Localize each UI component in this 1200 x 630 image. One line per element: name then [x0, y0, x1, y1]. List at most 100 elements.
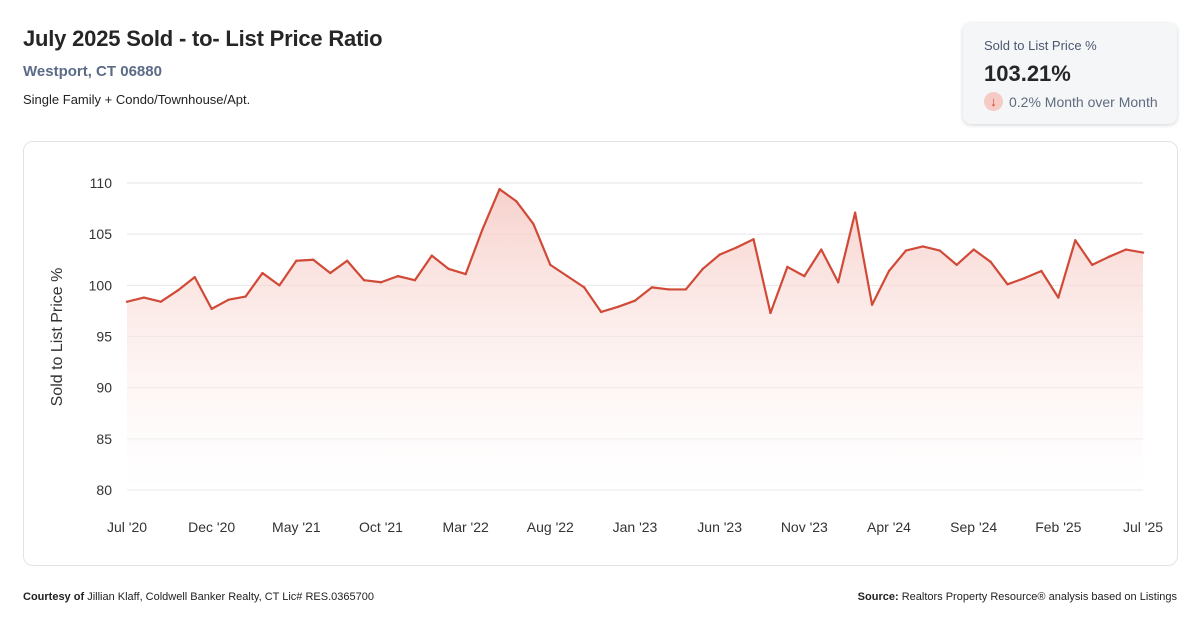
y-tick-label: 90	[96, 380, 112, 396]
data-point	[667, 288, 671, 291]
data-point	[481, 227, 484, 231]
x-tick-label: Mar '22	[443, 519, 489, 535]
data-point	[633, 299, 637, 302]
y-tick-label: 85	[96, 431, 112, 447]
data-point	[701, 267, 704, 271]
data-point	[684, 288, 687, 291]
data-point	[1023, 276, 1026, 280]
y-tick-labels: 80 85 90 95 100 105 110	[89, 175, 113, 498]
page-title: July 2025 Sold - to- List Price Ratio	[23, 26, 383, 51]
courtesy-prefix: Courtesy of	[23, 591, 85, 603]
source-text: Realtors Property Resource® analysis bas…	[901, 591, 1177, 603]
data-point	[972, 248, 975, 251]
data-point	[786, 265, 789, 269]
x-tick-label: Jan '23	[613, 519, 658, 535]
data-point	[616, 305, 620, 309]
data-point	[176, 289, 179, 292]
kpi-label: Sold to List Price %	[984, 38, 1097, 53]
x-tick-label: Apr '24	[867, 519, 911, 535]
x-tick-label: Jun '23	[697, 519, 742, 535]
y-tick-label: 95	[96, 329, 112, 345]
data-point	[752, 238, 755, 241]
x-tick-label: May '21	[272, 519, 321, 535]
kpi-value: 103.21%	[984, 61, 1071, 86]
chart-card: 80 85 90 95 100 105 110 Jul '20 Dec '20 May '21 O…	[23, 141, 1178, 566]
data-point	[1040, 269, 1043, 273]
y-axis-title: Sold to List Price %	[49, 268, 66, 407]
data-point	[837, 281, 840, 284]
data-point	[515, 200, 518, 203]
y-tick-label: 110	[90, 175, 113, 191]
data-point	[989, 260, 992, 263]
x-tick-label: Feb '25	[1035, 519, 1081, 535]
data-point	[532, 222, 535, 226]
data-point	[227, 298, 230, 301]
data-point	[820, 248, 823, 251]
x-tick-label: Jul '25	[1123, 519, 1163, 535]
data-point	[125, 300, 129, 303]
courtesy-text: Jillian Klaff, Coldwell Banker Realty, C…	[87, 591, 374, 603]
data-point	[210, 307, 213, 311]
data-point	[193, 275, 196, 279]
x-tick-label: Dec '20	[188, 519, 235, 535]
y-tick-label: 105	[89, 226, 113, 242]
data-point	[735, 246, 738, 249]
source-prefix: Source:	[857, 591, 899, 603]
data-point	[396, 274, 400, 278]
data-point	[599, 310, 603, 314]
data-point	[312, 258, 315, 261]
data-point	[142, 296, 146, 299]
x-tick-label: Sep '24	[950, 519, 997, 535]
data-point	[718, 253, 721, 256]
data-point	[870, 303, 874, 306]
data-point	[413, 279, 417, 282]
kpi-card: Sold to List Price % 103.21% ↓ 0.2% Mont…	[963, 23, 1177, 124]
data-points	[125, 187, 1145, 315]
data-point	[1006, 283, 1009, 286]
location-subtitle: Westport, CT 06880	[23, 63, 162, 80]
data-point	[345, 259, 349, 262]
x-tick-label: Oct '21	[359, 519, 403, 535]
data-point	[1091, 263, 1094, 267]
y-tick-label: 80	[96, 482, 112, 498]
data-point	[955, 263, 958, 267]
series-area	[127, 189, 1143, 490]
data-point	[329, 271, 332, 275]
data-point	[159, 300, 163, 303]
courtesy-footer: Courtesy of Jillian Klaff, Coldwell Bank…	[23, 591, 374, 603]
data-point	[887, 269, 891, 273]
data-point	[853, 211, 857, 214]
data-point	[447, 267, 450, 271]
data-point	[769, 311, 772, 315]
data-point	[1107, 255, 1111, 258]
arrow-down-icon: ↓	[984, 92, 1003, 111]
x-tick-labels: Jul '20 Dec '20 May '21 Oct '21 Mar '22 Aug '…	[107, 519, 1163, 535]
data-point	[921, 245, 925, 248]
kpi-change: 0.2% Month over Month	[1009, 94, 1158, 110]
data-point	[549, 263, 552, 267]
data-point	[566, 274, 569, 278]
y-tick-label: 100	[89, 277, 113, 293]
data-point	[430, 254, 433, 257]
data-point	[938, 249, 941, 252]
data-point	[244, 295, 247, 298]
data-point	[464, 272, 467, 276]
data-point	[1074, 239, 1077, 242]
data-point	[1057, 296, 1060, 299]
data-point	[362, 279, 366, 282]
property-type-label: Single Family + Condo/Townhouse/Apt.	[23, 92, 251, 107]
data-point	[803, 274, 806, 278]
data-point	[295, 259, 298, 262]
data-point	[261, 271, 264, 275]
data-point	[379, 281, 383, 284]
x-tick-label: Nov '23	[781, 519, 828, 535]
data-point	[583, 286, 586, 289]
data-point	[1124, 248, 1128, 251]
data-point	[498, 187, 501, 191]
x-tick-label: Aug '22	[527, 519, 574, 535]
data-point	[278, 284, 281, 287]
sold-to-list-chart: 80 85 90 95 100 105 110 Jul '20 Dec '20 May '21 O…	[49, 175, 1163, 535]
source-footer: Source: Realtors Property Resource® anal…	[858, 591, 1177, 603]
data-point	[1141, 251, 1145, 254]
data-point	[650, 286, 654, 289]
